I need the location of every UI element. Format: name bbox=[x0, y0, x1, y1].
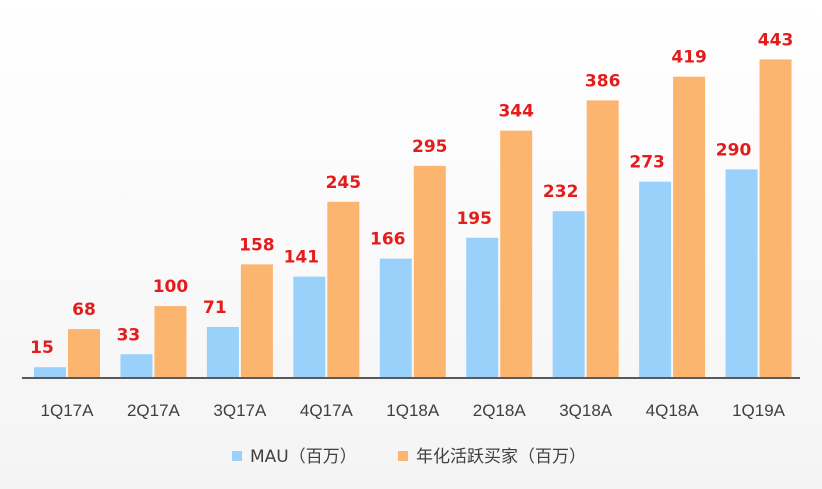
bar-active-buyers-1Q18A bbox=[413, 165, 446, 378]
data-label-mau-4Q17A: 141 bbox=[284, 248, 320, 268]
x-tick-4Q18A: 4Q18A bbox=[646, 401, 700, 420]
x-tick-2Q17A: 2Q17A bbox=[127, 401, 181, 420]
bars-layer bbox=[34, 59, 792, 378]
data-label-active-buyers-2Q18A: 344 bbox=[498, 102, 534, 122]
bar-mau-2Q18A bbox=[466, 237, 499, 378]
data-label-active-buyers-1Q18A: 295 bbox=[412, 137, 448, 157]
data-label-active-buyers-4Q17A: 245 bbox=[326, 173, 362, 193]
data-label-active-buyers-3Q18A: 386 bbox=[585, 71, 621, 91]
bar-active-buyers-3Q17A bbox=[240, 264, 273, 378]
x-tick-labels: 1Q17A 2Q17A 3Q17A 4Q17A 1Q18A 2Q18A 3Q18A 4Q18A… bbox=[41, 401, 786, 420]
legend-label-mau: MAU（百万） bbox=[250, 447, 357, 467]
x-tick-1Q18A: 1Q18A bbox=[386, 401, 440, 420]
bar-mau-3Q18A bbox=[552, 211, 585, 378]
bar-mau-1Q18A bbox=[379, 258, 412, 378]
bar-mau-3Q17A bbox=[206, 326, 239, 378]
data-label-active-buyers-1Q19A: 443 bbox=[758, 30, 794, 50]
data-label-active-buyers-1Q17A: 68 bbox=[72, 300, 96, 320]
bar-mau-4Q17A bbox=[293, 276, 326, 378]
data-label-mau-4Q18A: 273 bbox=[629, 153, 665, 173]
bar-active-buyers-2Q18A bbox=[500, 130, 533, 378]
x-tick-4Q17A: 4Q17A bbox=[300, 401, 354, 420]
data-label-active-buyers-3Q17A: 158 bbox=[239, 235, 275, 255]
bar-mau-4Q18A bbox=[639, 181, 672, 378]
bar-active-buyers-1Q19A bbox=[759, 59, 792, 378]
data-label-active-buyers-2Q17A: 100 bbox=[153, 277, 189, 297]
data-label-mau-1Q18A: 166 bbox=[370, 230, 406, 250]
x-tick-1Q17A: 1Q17A bbox=[41, 401, 95, 420]
bar-active-buyers-2Q17A bbox=[154, 306, 187, 378]
legend-swatch-mau bbox=[232, 451, 242, 461]
x-tick-1Q19A: 1Q19A bbox=[732, 401, 786, 420]
bar-mau-1Q19A bbox=[725, 169, 758, 378]
bar-active-buyers-4Q18A bbox=[673, 76, 706, 378]
data-label-active-buyers-4Q18A: 419 bbox=[671, 48, 707, 68]
bar-active-buyers-3Q18A bbox=[586, 100, 619, 378]
bar-mau-1Q17A bbox=[34, 367, 66, 378]
x-tick-2Q18A: 2Q18A bbox=[473, 401, 527, 420]
bar-active-buyers-4Q17A bbox=[327, 201, 360, 378]
data-label-mau-2Q17A: 33 bbox=[117, 325, 141, 345]
legend-swatch-active-buyers bbox=[398, 451, 408, 461]
data-label-mau-1Q19A: 290 bbox=[716, 140, 752, 160]
data-label-mau-3Q18A: 232 bbox=[543, 182, 579, 202]
legend: MAU（百万） 年化活跃买家（百万） bbox=[232, 447, 586, 467]
x-tick-3Q17A: 3Q17A bbox=[213, 401, 267, 420]
legend-label-active-buyers: 年化活跃买家（百万） bbox=[416, 447, 586, 467]
data-labels-layer: 15 68 33 100 71 158 141 245 166 295 195 344 232 386 27… bbox=[30, 30, 793, 358]
x-tick-3Q18A: 3Q18A bbox=[559, 401, 613, 420]
data-label-mau-3Q17A: 71 bbox=[203, 298, 227, 318]
data-label-mau-1Q17A: 15 bbox=[30, 338, 54, 358]
data-label-mau-2Q18A: 195 bbox=[456, 209, 492, 229]
bar-mau-2Q17A bbox=[120, 354, 153, 378]
bar-active-buyers-1Q17A bbox=[68, 329, 100, 378]
